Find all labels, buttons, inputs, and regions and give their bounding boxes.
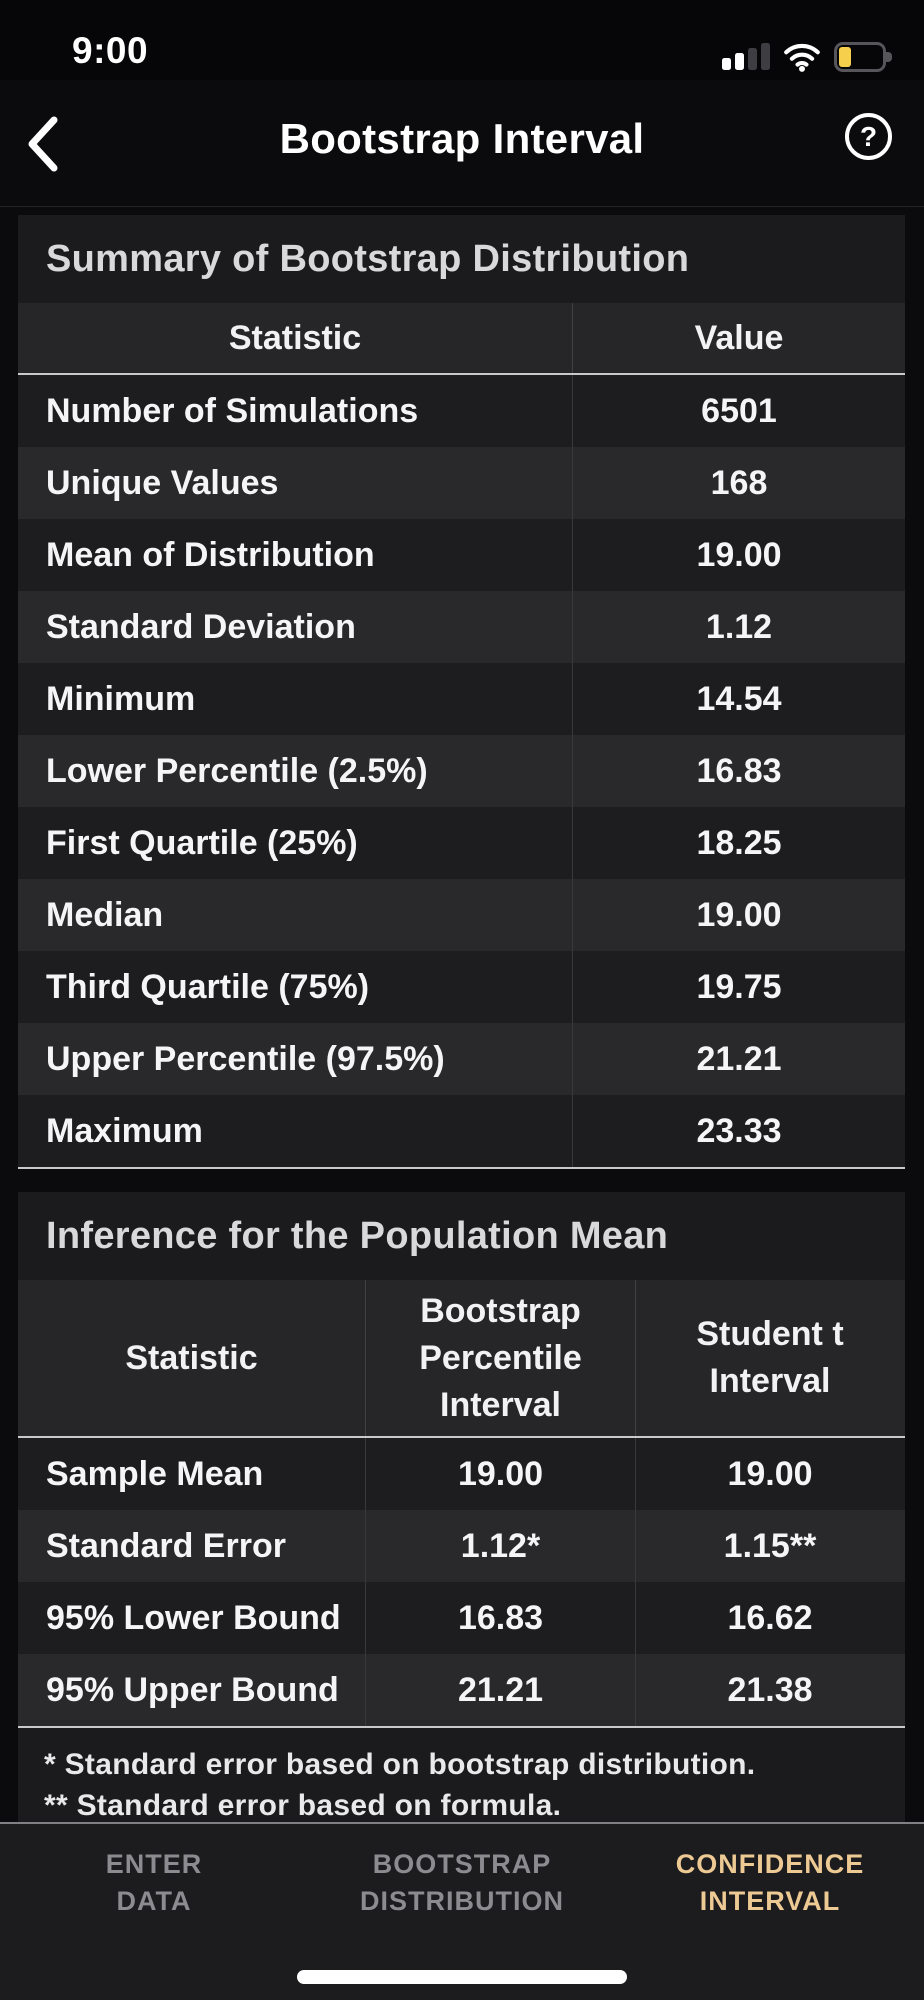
row-label: Maximum <box>46 1111 203 1150</box>
inference-table-header: Statistic Bootstrap Percentile Interval … <box>18 1280 905 1438</box>
summary-header-statistic: Statistic <box>228 318 362 357</box>
row-label: 95% Lower Bound <box>46 1598 341 1637</box>
status-time: 9:00 <box>72 30 149 71</box>
tab-enter-data[interactable]: ENTER DATA <box>105 1849 203 1916</box>
table-row: Standard Error 1.12* 1.15** <box>18 1510 905 1582</box>
table-row: Median 19.00 <box>18 879 905 951</box>
table-row: Sample Mean 19.00 19.00 <box>18 1438 905 1510</box>
footnotes: * Standard error based on bootstrap dist… <box>18 1728 905 1846</box>
back-button-chevron-left-icon[interactable] <box>20 114 64 174</box>
row-label: Unique Values <box>46 463 279 502</box>
row-value-bootstrap: 19.00 <box>365 1438 635 1510</box>
tab-bootstrap-distribution[interactable]: BOOTSTRAP DISTRIBUTION <box>360 1849 564 1916</box>
row-value: 1.12 <box>572 591 905 663</box>
table-row: Lower Percentile (2.5%) 16.83 <box>18 735 905 807</box>
row-label: Standard Deviation <box>46 607 356 646</box>
row-label: Standard Error <box>46 1526 286 1565</box>
row-label: First Quartile (25%) <box>46 823 358 862</box>
row-value: 16.83 <box>572 735 905 807</box>
summary-table-body: Number of Simulations 6501 Unique Values… <box>18 375 905 1169</box>
row-label: Lower Percentile (2.5%) <box>46 751 428 790</box>
table-row: Third Quartile (75%) 19.75 <box>18 951 905 1023</box>
table-row: Upper Percentile (97.5%) 21.21 <box>18 1023 905 1095</box>
footnote-formula-se: ** Standard error based on formula. <box>44 1789 562 1822</box>
home-indicator[interactable] <box>297 1970 627 1984</box>
nav-divider <box>0 206 924 207</box>
summary-header-value: Value <box>572 303 905 373</box>
row-label: Median <box>46 895 164 934</box>
table-row: Maximum 23.33 <box>18 1095 905 1167</box>
status-icons <box>722 38 894 72</box>
summary-section-title: Summary of Bootstrap Distribution <box>46 237 690 280</box>
row-value: 23.33 <box>572 1095 905 1167</box>
table-row: Unique Values 168 <box>18 447 905 519</box>
footnote-bootstrap-se: * Standard error based on bootstrap dist… <box>44 1748 756 1781</box>
question-mark-icon: ? <box>859 120 878 152</box>
table-row: Number of Simulations 6501 <box>18 375 905 447</box>
row-label: Number of Simulations <box>46 391 419 430</box>
row-value: 6501 <box>572 375 905 447</box>
row-value: 18.25 <box>572 807 905 879</box>
row-label: Third Quartile (75%) <box>46 967 370 1006</box>
table-row: Standard Deviation 1.12 <box>18 591 905 663</box>
row-value: 21.21 <box>572 1023 905 1095</box>
row-value: 19.00 <box>572 519 905 591</box>
table-row: Mean of Distribution 19.00 <box>18 519 905 591</box>
status-bar: 9:00 <box>0 0 924 80</box>
inference-card: Inference for the Population Mean Statis… <box>18 1192 905 1846</box>
inference-header-statistic: Statistic <box>125 1338 258 1377</box>
row-label: Upper Percentile (97.5%) <box>46 1039 445 1078</box>
row-value: 19.00 <box>572 879 905 951</box>
tab-confidence-interval[interactable]: CONFIDENCE INTERVAL <box>675 1849 865 1916</box>
cellular-signal-icon <box>722 42 770 72</box>
row-value: 14.54 <box>572 663 905 735</box>
row-value-student: 16.62 <box>635 1582 904 1654</box>
table-row: First Quartile (25%) 18.25 <box>18 807 905 879</box>
row-value: 19.75 <box>572 951 905 1023</box>
row-label: Minimum <box>46 679 196 718</box>
row-value-student: 19.00 <box>635 1438 904 1510</box>
row-value-bootstrap: 21.21 <box>365 1654 635 1726</box>
inference-header-bootstrap-interval: Bootstrap Percentile Interval <box>365 1280 635 1436</box>
row-value-bootstrap: 1.12* <box>365 1510 635 1582</box>
wifi-icon <box>784 43 820 72</box>
row-label: Sample Mean <box>46 1454 264 1493</box>
row-label: 95% Upper Bound <box>46 1670 339 1709</box>
summary-table-header: Statistic Value <box>18 303 905 375</box>
inference-section-title: Inference for the Population Mean <box>46 1214 669 1257</box>
row-value-bootstrap: 16.83 <box>365 1582 635 1654</box>
inference-header-student-interval: Student t Interval <box>635 1280 904 1436</box>
table-row: 95% Upper Bound 21.21 21.38 <box>18 1654 905 1726</box>
summary-card: Summary of Bootstrap Distribution Statis… <box>18 215 905 1169</box>
table-row: 95% Lower Bound 16.83 16.62 <box>18 1582 905 1654</box>
row-label: Mean of Distribution <box>46 535 375 574</box>
row-value-student: 1.15** <box>635 1510 904 1582</box>
help-button[interactable]: ? <box>845 113 892 160</box>
row-value: 168 <box>572 447 905 519</box>
table-row: Minimum 14.54 <box>18 663 905 735</box>
row-value-student: 21.38 <box>635 1654 904 1726</box>
page-title: Bootstrap Interval <box>279 115 645 162</box>
inference-table-body: Sample Mean 19.00 19.00 Standard Error 1… <box>18 1438 905 1728</box>
nav-bar: Bootstrap Interval ? <box>0 80 924 206</box>
battery-icon <box>834 42 894 72</box>
